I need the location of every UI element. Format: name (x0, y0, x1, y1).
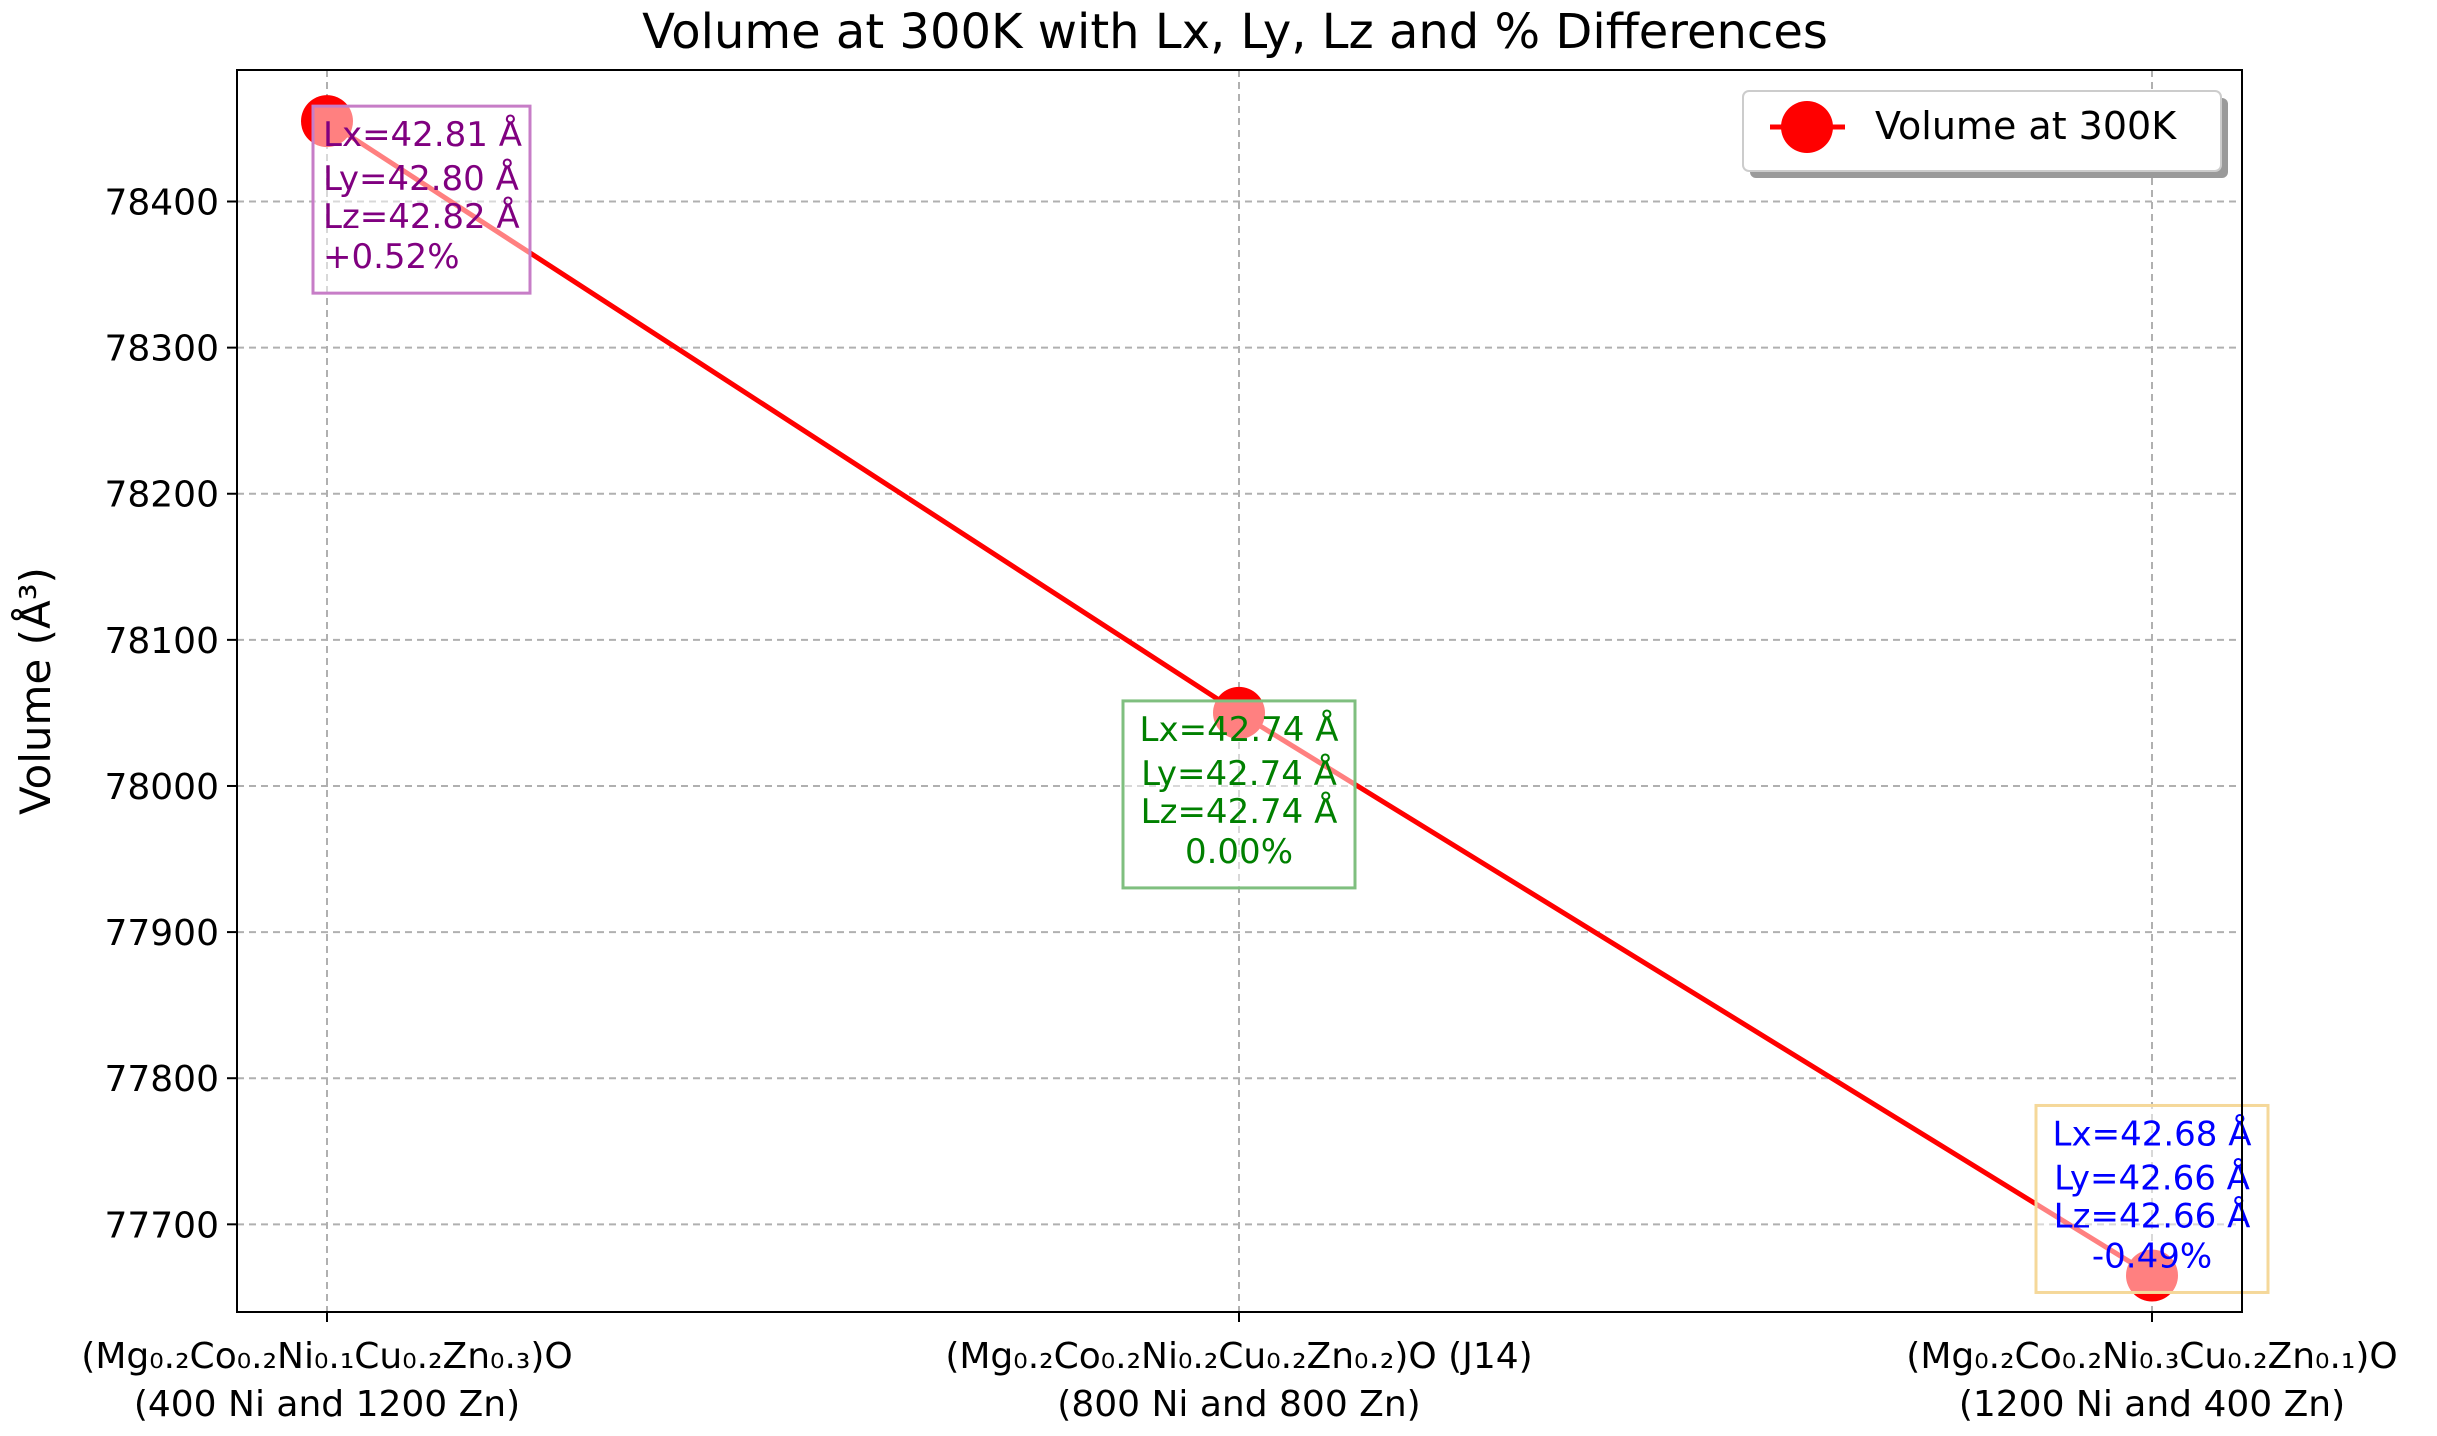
y-tick-label: 78100 (104, 621, 219, 662)
annotation-line: 0.00% (1185, 832, 1293, 872)
annotation-line: Lz=42.66 Å (2054, 1195, 2251, 1236)
x-tick-label-formula: (Mg₀.₂Co₀.₂Ni₀.₁Cu₀.₂Zn₀.₃)O (81, 1336, 572, 1377)
x-tick-label-composition: (1200 Ni and 400 Zn) (1959, 1384, 2345, 1425)
annotation-line: Lz=42.74 Å (1141, 791, 1338, 832)
annotation-frame (2034, 1103, 2270, 1294)
annotation-box: Lx=42.81 ÅLy=42.80 ÅLz=42.82 Å+0.52% (311, 104, 532, 295)
annotation-line: Lx=42.81 Å (323, 114, 522, 155)
annotation-box: Lx=42.68 ÅLy=42.66 ÅLz=42.66 Å-0.49% (2034, 1103, 2270, 1294)
y-axis-ticks: 77700 77800 77900 78000 78100 78200 78300 78400 (104, 183, 237, 1246)
annotation-line: Ly=42.66 Å (2054, 1157, 2250, 1198)
y-axis-label: Volume (Å³) (10, 567, 60, 815)
legend-frame (1742, 90, 2222, 172)
legend-label: Volume at 300K (1875, 104, 2177, 148)
annotation-line: Ly=42.74 Å (1141, 753, 1337, 794)
annotation-line: Lx=42.68 Å (2053, 1113, 2252, 1154)
annotation-line: Lx=42.74 Å (1140, 709, 1339, 750)
x-tick-label-formula: (Mg₀.₂Co₀.₂Ni₀.₂Cu₀.₂Zn₀.₂)O (J14) (945, 1336, 1532, 1377)
annotation-frame (311, 104, 532, 295)
y-tick-label: 78300 (104, 329, 219, 370)
annotation-line: +0.52% (323, 237, 460, 277)
annotation-line: Lz=42.82 Å (323, 196, 520, 237)
y-tick-label: 78200 (104, 475, 219, 516)
x-axis-ticks: (Mg₀.₂Co₀.₂Ni₀.₁Cu₀.₂Zn₀.₃)O (400 Ni and … (81, 1312, 2398, 1425)
y-tick-label: 77900 (104, 913, 219, 954)
y-tick-label: 78000 (104, 767, 219, 808)
annotation-line: Ly=42.80 Å (323, 158, 519, 199)
chart-title: Volume at 300K with Lx, Ly, Lz and % Dif… (642, 4, 1828, 60)
x-tick-label-composition: (400 Ni and 1200 Zn) (134, 1384, 520, 1425)
x-tick-label-formula: (Mg₀.₂Co₀.₂Ni₀.₃Cu₀.₂Zn₀.₁)O (1906, 1336, 2397, 1377)
legend: Volume at 300K (1742, 90, 2228, 178)
annotation-frame (1121, 699, 1357, 890)
y-tick-label: 78400 (104, 183, 219, 224)
y-tick-label: 77800 (104, 1059, 219, 1100)
x-tick-label-composition: (800 Ni and 800 Zn) (1057, 1384, 1420, 1425)
legend-marker-swatch (1781, 101, 1833, 153)
annotation-layer: Lx=42.81 ÅLy=42.80 ÅLz=42.82 Å+0.52%Lx=4… (311, 104, 2270, 1294)
annotation-line: -0.49% (2092, 1236, 2212, 1276)
y-tick-label: 77700 (104, 1205, 219, 1246)
annotation-box: Lx=42.74 ÅLy=42.74 ÅLz=42.74 Å0.00% (1121, 699, 1357, 890)
